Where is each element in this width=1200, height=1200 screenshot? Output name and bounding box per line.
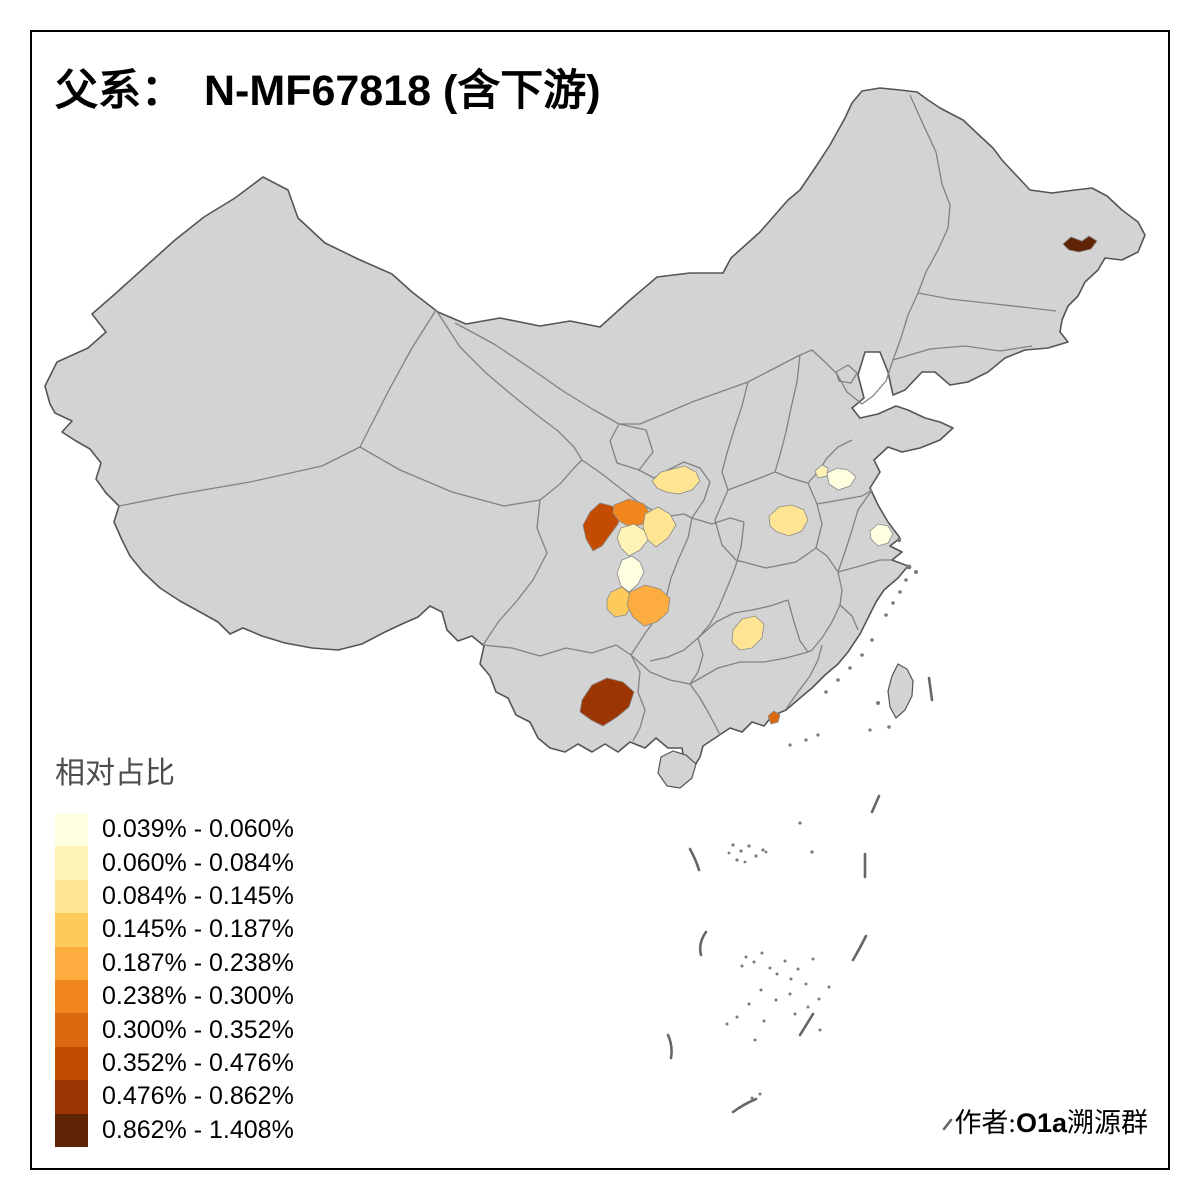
legend-swatch — [55, 813, 88, 847]
legend-label: 0.238% - 0.300% — [102, 982, 294, 1011]
region-sichuan-chengdu — [616, 523, 649, 557]
region-sichuan-southeast — [626, 584, 671, 627]
attribution-suffix: 溯源群 — [1067, 1108, 1148, 1138]
islands — [657, 663, 914, 789]
legend-item: 0.476% - 0.862% — [55, 1080, 294, 1114]
region-gansu-southeast — [651, 465, 701, 495]
taiwan-island — [887, 663, 914, 719]
legend-label: 0.476% - 0.862% — [102, 1082, 294, 1111]
legend-swatch — [55, 1046, 88, 1081]
mainland-china-outline — [44, 87, 1146, 771]
region-yunnan-southeast — [579, 677, 635, 727]
legend-swatch — [55, 846, 88, 880]
legend-swatch — [55, 1013, 88, 1047]
colored-regions — [579, 235, 1098, 727]
legend-item: 0.145% - 0.187% — [55, 913, 294, 947]
legend-item: 0.300% - 0.352% — [55, 1013, 294, 1047]
legend-swatch — [55, 1113, 88, 1147]
author-attribution: 作者:O1a溯源群 — [954, 1101, 1148, 1140]
legend-item: 0.352% - 0.476% — [55, 1046, 294, 1081]
title-prefix: 父系： — [55, 68, 184, 115]
legend-swatch — [55, 913, 88, 947]
legend-swatch — [55, 946, 88, 980]
legend-swatch — [55, 879, 88, 914]
region-hunan-central — [731, 615, 765, 651]
legend-label: 0.187% - 0.238% — [102, 948, 294, 977]
legend-swatch — [55, 979, 88, 1014]
legend-label: 0.084% - 0.145% — [102, 881, 294, 910]
region-sichuan-northwest — [612, 498, 651, 528]
region-sichuan-central — [616, 555, 645, 593]
small-island-dots — [725, 537, 918, 1100]
title-haplogroup: N-MF67818 (含下游) — [204, 67, 601, 115]
region-sichuan-south — [606, 586, 633, 618]
legend-label: 0.039% - 0.060% — [102, 815, 294, 844]
region-jiangsu-central — [869, 523, 894, 547]
province-borders — [118, 94, 1057, 742]
legend-item: 0.862% - 1.408% — [55, 1113, 294, 1147]
legend-item: 0.084% - 0.145% — [55, 879, 294, 914]
region-shandong-west-a — [814, 464, 829, 479]
region-shandong-west-b — [826, 467, 857, 491]
attribution-group: O1a — [1015, 1108, 1067, 1138]
page-title: 父系： N-MF67818 (含下游) — [55, 56, 601, 118]
legend-label: 0.352% - 0.476% — [102, 1048, 294, 1077]
legend-swatch — [55, 1080, 88, 1114]
legend-title: 相对占比 — [55, 757, 175, 790]
legend-label: 0.145% - 0.187% — [102, 915, 294, 944]
legend-item: 0.039% - 0.060% — [55, 813, 294, 847]
legend-label: 0.060% - 0.084% — [102, 848, 294, 877]
legend-item: 0.187% - 0.238% — [55, 946, 294, 980]
region-guangdong-pearl — [767, 710, 781, 725]
nine-dash-line — [666, 676, 953, 1131]
attribution-prefix: 作者: — [954, 1108, 1016, 1138]
legend-label: 0.862% - 1.408% — [102, 1115, 294, 1144]
region-heilongjiang-east — [1062, 235, 1098, 253]
region-sichuan-west — [582, 502, 622, 552]
legend-label: 0.300% - 0.352% — [102, 1015, 294, 1044]
plot-border-frame — [30, 30, 1170, 1170]
legend-item: 0.238% - 0.300% — [55, 979, 294, 1014]
legend: 相对占比 0.039% - 0.060% 0.060% - 0.084% 0.0… — [55, 748, 294, 1147]
legend-item: 0.060% - 0.084% — [55, 846, 294, 880]
hainan-island — [657, 750, 697, 789]
region-henan-southeast — [768, 504, 809, 537]
